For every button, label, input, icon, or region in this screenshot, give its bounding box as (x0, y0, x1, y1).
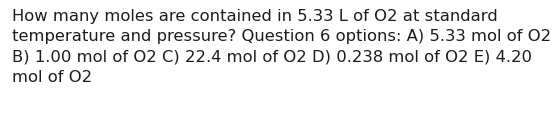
Text: How many moles are contained in 5.33 L of O2 at standard
temperature and pressur: How many moles are contained in 5.33 L o… (12, 9, 551, 85)
